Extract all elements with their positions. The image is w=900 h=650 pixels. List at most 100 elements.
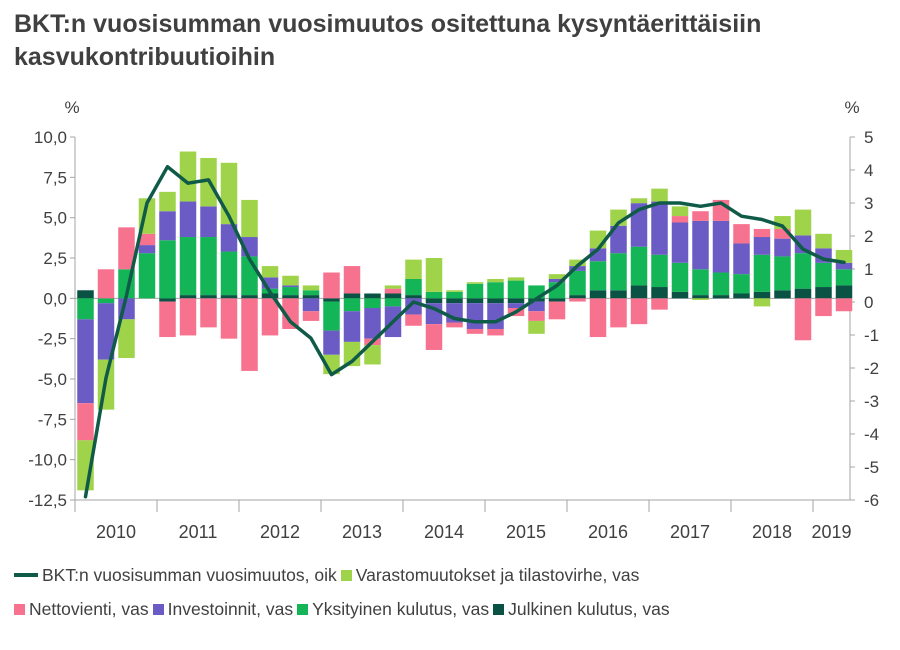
bar-private — [97, 298, 115, 304]
bar-public — [364, 293, 381, 299]
legend-label-investment: Investoinnit, vas — [167, 598, 294, 619]
bar-inventory — [630, 198, 648, 204]
bar-net-exports — [774, 228, 791, 239]
bar-private — [651, 254, 668, 288]
bar-net-exports — [118, 227, 135, 270]
bar-net-exports — [343, 266, 361, 294]
bar-net-exports — [733, 224, 750, 244]
bar-net-exports — [179, 298, 197, 336]
bar-inventory — [282, 275, 299, 286]
bar-private — [159, 240, 176, 299]
bar-private — [712, 272, 730, 296]
legend-swatch-net-exports — [14, 603, 25, 615]
bar-net-exports — [159, 301, 176, 338]
right-tick-label: 2 — [864, 227, 873, 246]
bar-net-exports — [835, 298, 853, 312]
bar-inventory — [528, 320, 545, 334]
bar-public — [835, 285, 853, 299]
bar-public — [323, 298, 340, 302]
bar-private — [610, 253, 627, 291]
bar-public — [220, 295, 238, 299]
bar-investment — [364, 308, 381, 339]
left-tick-label: -5,0 — [38, 370, 67, 389]
legend-item-private: Yksityinen kulutus, vas — [297, 599, 489, 620]
bar-private — [323, 301, 340, 331]
bar-private — [569, 270, 586, 296]
left-tick-label: -2,5 — [38, 330, 67, 349]
bar-net-exports — [815, 298, 832, 317]
bar-private — [671, 262, 689, 292]
bar-investment — [220, 224, 238, 252]
x-tick-label: 2016 — [588, 522, 628, 542]
bar-public — [405, 295, 422, 299]
bar-private — [487, 282, 504, 299]
bar-private — [200, 237, 217, 296]
bar-public — [302, 295, 320, 299]
legend-row-1: BKT:n vuosisumman vuosimuutos, oik Varas… — [14, 558, 894, 592]
bar-inventory — [384, 285, 402, 289]
bar-public — [692, 295, 709, 299]
legend-label-net-exports: Nettovienti, vas — [29, 598, 149, 619]
bar-private — [384, 298, 402, 307]
legend-label-private: Yksityinen kulutus, vas — [312, 598, 490, 619]
bar-net-exports — [610, 298, 627, 328]
bar-public — [589, 290, 607, 299]
bar-inventory — [118, 319, 135, 359]
bar-investment — [343, 311, 361, 342]
legend-swatch-private — [297, 603, 309, 615]
bar-net-exports — [487, 328, 504, 336]
bar-investment — [487, 303, 504, 329]
right-tick-label: -4 — [864, 425, 879, 444]
bar-net-exports — [77, 403, 94, 441]
x-tick-label: 2014 — [424, 522, 464, 542]
left-tick-label: -12,5 — [28, 491, 67, 510]
bar-net-exports — [794, 298, 812, 341]
legend-label-public: Julkinen kulutus, vas — [508, 598, 670, 619]
bar-investment — [610, 225, 627, 254]
legend-item-gdp: BKT:n vuosisumman vuosimuutos, oik — [14, 565, 337, 586]
left-tick-label: 7,5 — [43, 168, 67, 187]
bar-investment — [179, 201, 197, 238]
bar-investment — [200, 206, 217, 238]
bar-private — [364, 298, 381, 309]
bar-public — [179, 295, 197, 299]
bar-private — [507, 280, 525, 299]
bar-investment — [77, 319, 94, 404]
bar-net-exports — [753, 228, 771, 238]
legend-swatch-gdp — [14, 573, 38, 577]
bar-public — [733, 293, 750, 299]
bar-private — [425, 291, 443, 299]
bar-investment — [569, 266, 586, 271]
bar-net-exports — [282, 298, 299, 329]
bar-investment — [774, 238, 791, 257]
bar-inventory — [487, 278, 504, 283]
bar-private — [733, 274, 750, 294]
bar-public — [651, 287, 668, 299]
bar-public — [200, 295, 217, 299]
right-tick-label: -1 — [864, 326, 879, 345]
legend-swatch-investment — [152, 603, 164, 615]
bar-net-exports — [261, 298, 279, 336]
bar-public — [282, 295, 299, 299]
bar-private — [343, 298, 361, 312]
bar-public — [774, 290, 791, 299]
bar-public — [712, 295, 730, 299]
legend-row-2: Nettovienti, vas Investoinnit, vas Yksit… — [14, 592, 894, 626]
bar-private — [220, 251, 238, 296]
bar-net-exports — [446, 322, 463, 328]
bar-private — [138, 253, 156, 299]
bar-inventory — [692, 298, 709, 300]
bar-inventory — [159, 191, 176, 212]
bar-public — [343, 293, 361, 299]
legend-swatch-inventory — [340, 569, 352, 581]
bar-inventory — [364, 345, 381, 365]
bar-inventory — [569, 259, 586, 267]
bar-investment — [138, 245, 156, 254]
bar-public — [384, 293, 402, 299]
bar-public — [815, 287, 832, 299]
bar-inventory — [302, 285, 320, 291]
bar-private — [77, 298, 94, 320]
bar-inventory — [261, 266, 279, 278]
bar-investment — [651, 201, 668, 255]
